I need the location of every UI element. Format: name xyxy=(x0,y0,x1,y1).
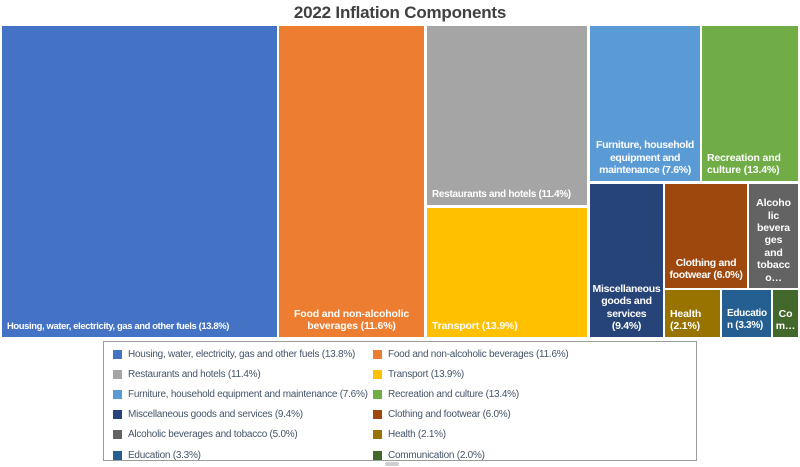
legend-swatch-icon xyxy=(113,369,122,379)
treemap-tile-recreation[interactable]: Recreation and culture (13.4%) xyxy=(702,26,798,181)
tile-label-line: culture (13.4%) xyxy=(707,164,780,177)
legend-item-5[interactable]: Recreation and culture (13.4%) xyxy=(373,387,519,401)
tile-label-line: Co xyxy=(778,307,793,320)
tile-label-line: n (3.3%) xyxy=(727,320,763,332)
tile-label-line: Clothing and xyxy=(675,256,737,269)
treemap-tile-food[interactable]: Food and non-alcoholic beverages (11.6%) xyxy=(279,26,424,337)
treemap-tile-miscellaneous[interactable]: Miscellaneous goods and services (9.4%) xyxy=(590,184,663,337)
legend-swatch-icon xyxy=(373,349,382,359)
legend-label: Alcoholic beverages and tobacco (5.0%) xyxy=(128,429,298,441)
resize-handle[interactable] xyxy=(385,462,399,466)
tile-label-line: o… xyxy=(765,271,782,284)
legend-label: Recreation and culture (13.4%) xyxy=(388,388,519,400)
legend-swatch-icon xyxy=(113,349,122,359)
tile-label-line: Furniture, household xyxy=(596,139,694,152)
legend-swatch-icon xyxy=(113,450,122,460)
legend-swatch-icon xyxy=(373,450,382,460)
treemap-tile-alcoholic[interactable]: Alcoho lic bevera ges and tobacc o… xyxy=(749,184,798,288)
tile-label-line: Miscellaneous xyxy=(592,282,661,295)
tile-label-line: Food and non-alcoholic xyxy=(293,307,410,320)
treemap-tile-communication[interactable]: Co m… xyxy=(773,290,798,337)
legend-label: Housing, water, electricity, gas and oth… xyxy=(128,348,356,360)
tile-label-education: Educatio n (3.3%) xyxy=(727,308,768,333)
legend-item-4[interactable]: Furniture, household equipment and maint… xyxy=(113,387,368,401)
tile-label-line: (2.1%) xyxy=(670,320,701,333)
tile-label-line: bevera xyxy=(757,221,790,234)
tile-label-line: Alcoho xyxy=(756,197,791,210)
treemap-tile-furniture[interactable]: Furniture, household equipment and mainten… xyxy=(590,26,700,181)
tile-label-line: Housing, water, electricity, gas and oth… xyxy=(7,320,229,332)
legend-item-11[interactable]: Communication (2.0%) xyxy=(373,448,485,462)
tile-label-line: lic xyxy=(767,209,780,222)
tile-label-clothing: Clothing and footwear (6.0%) xyxy=(667,257,745,282)
tile-label-restaurants: Restaurants and hotels (11.4%) xyxy=(432,189,584,202)
legend-label: Education (3.3%) xyxy=(128,449,201,461)
legend-label: Miscellaneous goods and services (9.4%) xyxy=(128,409,303,421)
treemap-tile-housing[interactable]: Housing, water, electricity, gas and oth… xyxy=(2,26,277,337)
legend-label: Health (2.1%) xyxy=(388,429,446,441)
legend-item-6[interactable]: Miscellaneous goods and services (9.4%) xyxy=(113,408,303,422)
tile-label-health: Health (2.1%) xyxy=(670,308,717,333)
tile-label-line: maintenance (7.6%) xyxy=(599,164,691,177)
treemap-tile-restaurants[interactable]: Restaurants and hotels (11.4%) xyxy=(427,26,587,205)
tile-label-line: and xyxy=(764,246,783,259)
tile-label-line: equipment and xyxy=(609,151,681,164)
legend-item-3[interactable]: Transport (13.9%) xyxy=(373,367,464,381)
tile-label-line: Health xyxy=(670,307,702,320)
tile-label-communication: Co m… xyxy=(775,308,796,333)
chart-title: 2022 Inflation Components xyxy=(293,3,507,22)
tile-label-recreation: Recreation and culture (13.4%) xyxy=(707,152,795,177)
tile-label-line: goods and xyxy=(601,295,652,308)
legend-item-2[interactable]: Restaurants and hotels (11.4%) xyxy=(113,367,261,381)
tile-label-line: Restaurants and hotels (11.4%) xyxy=(432,189,571,201)
tile-label-line: ges xyxy=(764,234,783,247)
legend-label: Communication (2.0%) xyxy=(388,449,485,461)
tile-label-line: services (9.4%) xyxy=(606,307,647,333)
tile-label-line: Educatio xyxy=(727,307,767,319)
tile-label-line: Recreation and xyxy=(707,151,781,164)
tile-label-furniture: Furniture, household equipment and mainten… xyxy=(592,139,698,177)
legend-item-9[interactable]: Health (2.1%) xyxy=(373,428,446,442)
legend-label: Transport (13.9%) xyxy=(388,368,464,380)
tile-label-line: m… xyxy=(775,320,796,333)
treemap-tile-education[interactable]: Educatio n (3.3%) xyxy=(722,290,771,337)
tile-label-line: Transport (13.9%) xyxy=(432,320,518,333)
legend-item-7[interactable]: Clothing and footwear (6.0%) xyxy=(373,408,511,422)
tile-label-alcoholic: Alcoho lic bevera ges and tobacc o… xyxy=(751,197,796,284)
treemap-tile-clothing[interactable]: Clothing and footwear (6.0%) xyxy=(665,184,747,288)
legend-swatch-icon xyxy=(113,389,122,399)
legend-swatch-icon xyxy=(373,430,382,440)
legend-item-8[interactable]: Alcoholic beverages and tobacco (5.0%) xyxy=(113,428,298,442)
legend-swatch-icon xyxy=(373,410,382,420)
legend-label: Restaurants and hotels (11.4%) xyxy=(128,368,261,380)
legend-item-0[interactable]: Housing, water, electricity, gas and oth… xyxy=(113,347,355,361)
legend-item-10[interactable]: Education (3.3%) xyxy=(113,448,201,462)
tile-label-line: beverages (11.6%) xyxy=(307,320,396,333)
legend-swatch-icon xyxy=(373,389,382,399)
tile-label-line: footwear (6.0%) xyxy=(669,269,743,282)
tile-label-miscellaneous: Miscellaneous goods and services (9.4%) xyxy=(592,283,661,333)
legend-swatch-icon xyxy=(373,369,382,379)
tile-label-food: Food and non-alcoholic beverages (11.6%) xyxy=(281,308,422,333)
treemap-tile-transport[interactable]: Transport (13.9%) xyxy=(427,208,587,337)
legend-item-1[interactable]: Food and non-alcoholic beverages (11.6%) xyxy=(373,347,569,361)
legend-swatch-icon xyxy=(113,430,122,440)
tile-label-transport: Transport (13.9%) xyxy=(432,320,584,333)
legend-label: Food and non-alcoholic beverages (11.6%) xyxy=(388,348,569,360)
tile-label-housing: Housing, water, electricity, gas and oth… xyxy=(7,320,274,333)
chart-legend: Housing, water, electricity, gas and oth… xyxy=(103,341,697,461)
legend-swatch-icon xyxy=(113,410,122,420)
treemap-tile-health[interactable]: Health (2.1%) xyxy=(665,290,720,337)
legend-label: Clothing and footwear (6.0%) xyxy=(388,409,511,421)
legend-label: Furniture, household equipment and maint… xyxy=(128,388,368,400)
tile-label-line: tobacc xyxy=(757,259,790,272)
